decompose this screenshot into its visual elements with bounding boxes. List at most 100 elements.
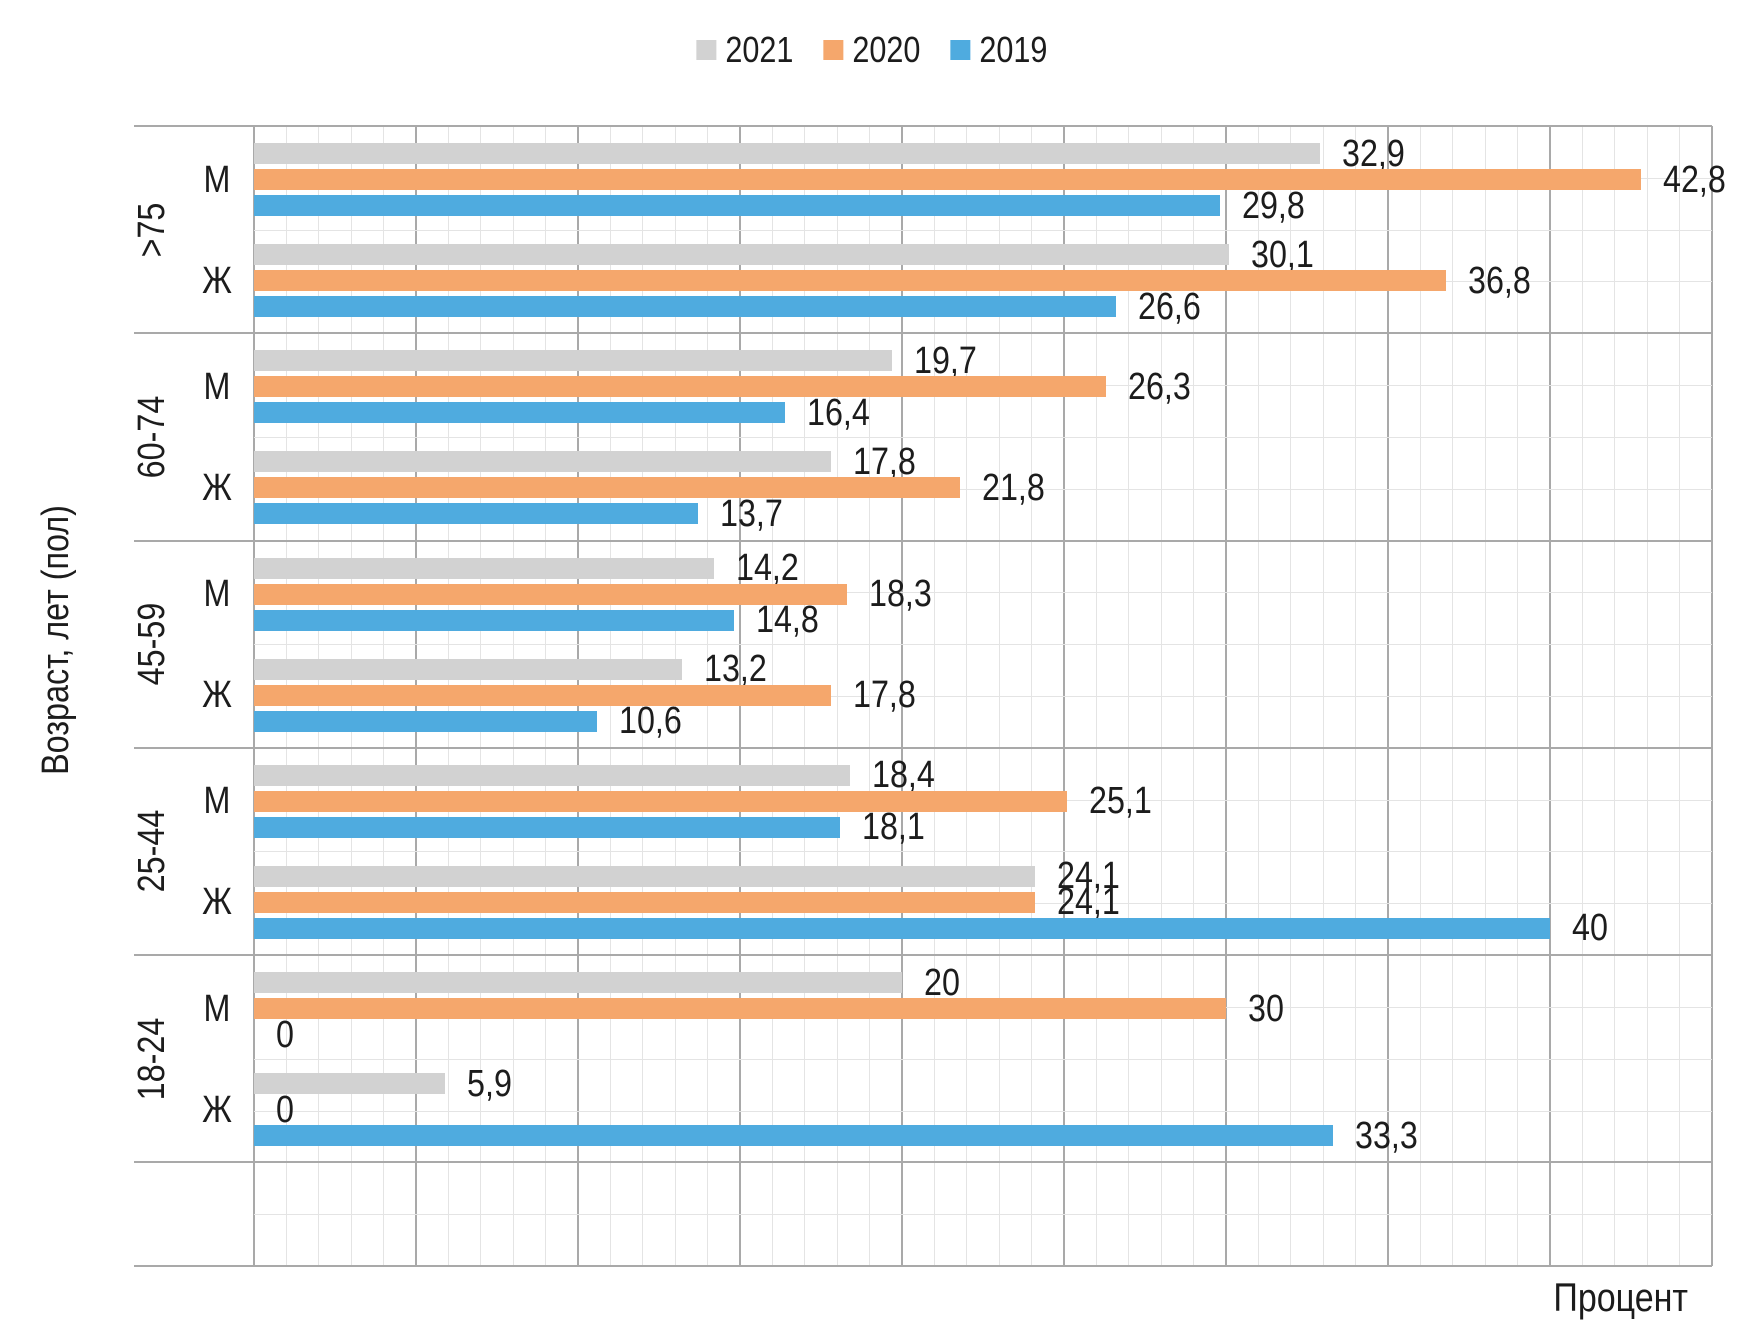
bar-2019-Ж-18-24 bbox=[254, 1125, 1333, 1147]
row-label-sex: Ж bbox=[202, 259, 232, 302]
row-label-sex: М bbox=[203, 987, 231, 1030]
row-label-sex: М bbox=[203, 573, 231, 616]
legend-label-2020: 2020 bbox=[851, 29, 921, 70]
bar-2021-М-60-74 bbox=[254, 350, 893, 372]
bar-2020-М-25-44 bbox=[254, 790, 1068, 812]
gridline-vertical-major bbox=[1711, 126, 1713, 1266]
value-label: 14,8 bbox=[755, 599, 819, 642]
group-boundary-line bbox=[134, 332, 1712, 335]
legend-label-2021: 2021 bbox=[724, 29, 793, 70]
value-label: 30 bbox=[1248, 987, 1284, 1030]
group-boundary-line bbox=[134, 125, 1712, 127]
group-label-age: 18-24 bbox=[131, 1017, 173, 1101]
value-label: 40 bbox=[1572, 907, 1608, 950]
value-label: 25,1 bbox=[1089, 780, 1153, 823]
value-label: 30,1 bbox=[1251, 233, 1315, 276]
bar-2019-Ж->75 bbox=[254, 296, 1116, 317]
bar-2020-М->75 bbox=[254, 169, 1641, 190]
bar-2021-М->75 bbox=[254, 143, 1320, 164]
value-label: 19,7 bbox=[914, 339, 978, 382]
row-label-sex: М bbox=[203, 365, 231, 408]
value-label: 42,8 bbox=[1662, 158, 1726, 201]
gridline-horizontal-minor bbox=[254, 592, 1712, 594]
bar-2021-Ж-60-74 bbox=[254, 451, 831, 473]
bar-2021-Ж->75 bbox=[254, 244, 1230, 265]
value-label: 13,7 bbox=[719, 492, 783, 535]
gridline-horizontal-minor bbox=[254, 229, 1712, 231]
value-label: 21,8 bbox=[982, 466, 1046, 509]
bar-2021-Ж-18-24 bbox=[254, 1073, 446, 1095]
row-label-sex: Ж bbox=[202, 881, 232, 924]
row-label-sex: М bbox=[203, 780, 231, 823]
bar-2019-Ж-25-44 bbox=[254, 917, 1550, 939]
value-label: 5,9 bbox=[467, 1062, 513, 1105]
bar-2019-М-45-59 bbox=[254, 609, 734, 631]
bar-2021-М-45-59 bbox=[254, 557, 715, 579]
value-label: 18,4 bbox=[872, 754, 936, 797]
x-axis-title: Процент bbox=[1553, 1276, 1688, 1320]
value-label: 26,3 bbox=[1128, 365, 1191, 408]
legend-label-2019: 2019 bbox=[979, 29, 1048, 70]
group-label-age: 60-74 bbox=[131, 395, 173, 479]
gridline-horizontal-minor bbox=[254, 696, 1712, 697]
row-label-sex: Ж bbox=[202, 674, 232, 717]
value-label: 26,6 bbox=[1137, 285, 1201, 328]
bar-2020-Ж->75 bbox=[254, 270, 1447, 291]
group-boundary-line bbox=[134, 1161, 1712, 1164]
value-label: 36,8 bbox=[1468, 259, 1532, 302]
value-label: 14,2 bbox=[736, 547, 799, 590]
gridline-horizontal-minor bbox=[254, 488, 1712, 490]
legend-swatch-2019-icon bbox=[950, 40, 971, 60]
bar-2021-М-25-44 bbox=[254, 764, 851, 786]
legend-swatch-2021-icon bbox=[695, 40, 716, 60]
bar-2019-М-60-74 bbox=[254, 402, 786, 424]
group-label-age: 45-59 bbox=[131, 602, 173, 686]
legend-swatch-2020-icon bbox=[822, 40, 843, 60]
bar-2021-Ж-25-44 bbox=[254, 865, 1035, 887]
value-label: 16,4 bbox=[807, 391, 871, 434]
bar-2020-М-60-74 bbox=[254, 376, 1107, 398]
value-label: 0 bbox=[276, 1088, 294, 1131]
gridline-horizontal-minor bbox=[254, 644, 1712, 646]
group-boundary-line bbox=[134, 539, 1712, 542]
bar-2021-Ж-45-59 bbox=[254, 658, 682, 680]
bar-2019-М->75 bbox=[254, 195, 1220, 216]
value-label: 17,8 bbox=[852, 674, 916, 717]
bar-2020-Ж-45-59 bbox=[254, 684, 831, 706]
y-axis-title: Возраст, лет (пол) bbox=[35, 505, 77, 775]
group-label-age: 25-44 bbox=[131, 810, 173, 893]
gridline-horizontal-minor bbox=[254, 1214, 1712, 1216]
value-label: 18,1 bbox=[862, 806, 926, 849]
value-label: 24,1 bbox=[1056, 881, 1120, 924]
bar-2019-Ж-45-59 bbox=[254, 710, 598, 732]
gridline-horizontal-minor bbox=[254, 1110, 1712, 1112]
row-label-sex: Ж bbox=[202, 1088, 232, 1131]
value-label: 0 bbox=[276, 1013, 294, 1056]
value-label: 20 bbox=[924, 961, 960, 1004]
value-label: 18,3 bbox=[868, 573, 932, 616]
value-label: 13,2 bbox=[703, 648, 767, 691]
legend-item-2019: 2019 bbox=[950, 28, 1059, 72]
bar-2021-М-18-24 bbox=[254, 972, 902, 994]
legend-item-2021: 2021 bbox=[695, 28, 805, 72]
group-boundary-line bbox=[134, 746, 1712, 749]
legend-item-2020: 2020 bbox=[822, 28, 932, 72]
value-label: 33,3 bbox=[1354, 1114, 1418, 1157]
value-label: 24,1 bbox=[1056, 855, 1120, 898]
gridline-horizontal-minor bbox=[254, 1058, 1712, 1060]
bar-2020-М-45-59 bbox=[254, 583, 847, 605]
group-boundary-line bbox=[134, 1265, 1712, 1267]
value-label: 29,8 bbox=[1241, 184, 1305, 227]
row-label-sex: Ж bbox=[202, 466, 232, 509]
bar-2020-М-18-24 bbox=[254, 998, 1226, 1020]
row-label-sex: М bbox=[203, 158, 231, 201]
group-boundary-line bbox=[134, 954, 1712, 957]
bar-2019-М-25-44 bbox=[254, 816, 841, 838]
bar-2019-Ж-60-74 bbox=[254, 503, 698, 525]
gridline-horizontal-minor bbox=[254, 436, 1712, 438]
bar-2020-Ж-60-74 bbox=[254, 477, 961, 499]
value-label: 10,6 bbox=[619, 700, 683, 743]
legend: 2021 2020 2019 bbox=[695, 28, 1059, 72]
